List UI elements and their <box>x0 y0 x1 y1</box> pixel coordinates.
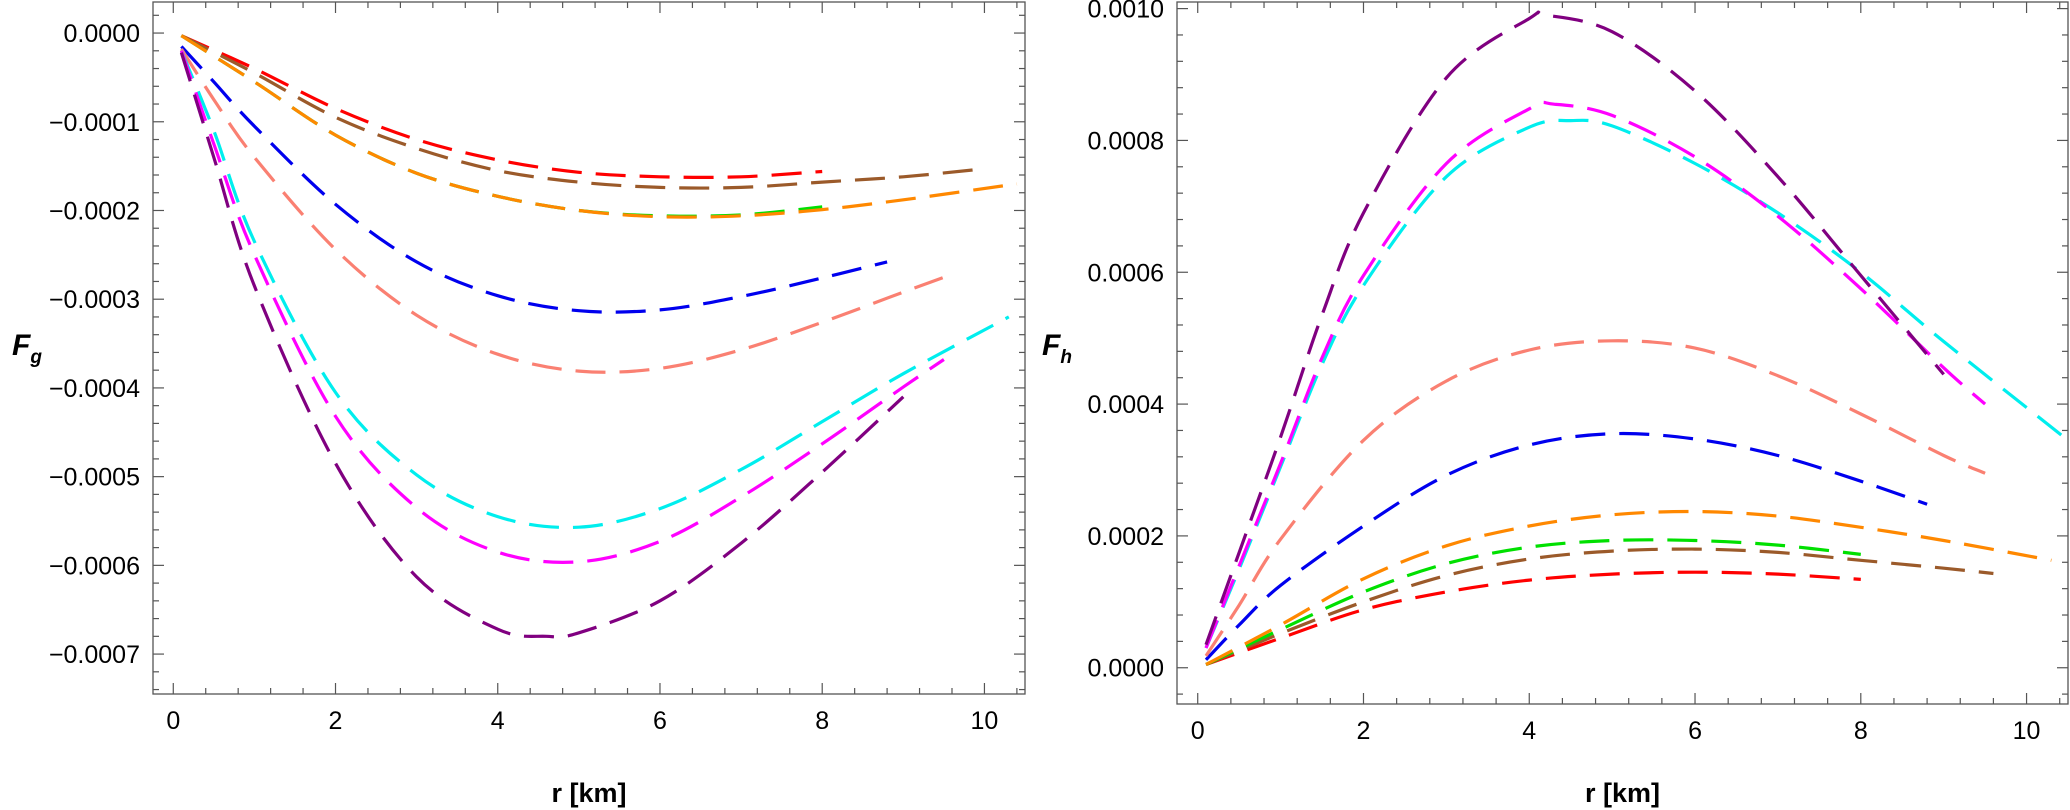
y-tick-label: −0.0006 <box>49 552 140 580</box>
x-tick-label: 10 <box>2013 717 2041 745</box>
y-tick-label: −0.0001 <box>49 109 140 137</box>
y-tick-label: 0.0000 <box>1088 655 1164 683</box>
plot-frame <box>152 1 1026 695</box>
x-axis-title: r [km] <box>551 778 626 808</box>
series-line-1 <box>1205 570 1861 667</box>
x-tick-label: 0 <box>1191 717 1205 745</box>
y-tick-label: −0.0004 <box>49 375 140 403</box>
series-line-9 <box>179 52 905 639</box>
series-line-4 <box>1205 509 2052 666</box>
y-tick-label: −0.0005 <box>49 464 140 492</box>
y-axis-title: Fh <box>1042 329 1072 368</box>
series-line-6 <box>180 48 953 374</box>
x-tick-label: 0 <box>166 707 180 735</box>
y-tick-label: 0.0008 <box>1088 127 1164 155</box>
y-tick-label: 0.0000 <box>64 20 140 48</box>
series-line-7 <box>179 50 1010 530</box>
series-line-8 <box>179 50 945 564</box>
x-tick-label: 2 <box>1357 717 1371 745</box>
chart-panel-2: 0 2 4 6 8 10 0.0000 0.0002 0.0004 0.0006 0.0008 0.0… <box>1042 0 2069 808</box>
x-tick-label: 2 <box>329 707 343 735</box>
series-line-4 <box>180 34 1018 219</box>
x-tick-label: 8 <box>815 707 829 735</box>
series-line-8 <box>1204 100 1987 649</box>
x-tick-label: 4 <box>1522 717 1536 745</box>
y-tick-label: −0.0007 <box>49 641 140 669</box>
chart-panel-1: 0 2 4 6 8 10 0.0000 −0.0001 −0.0002 −0.0003 −0.000… <box>12 1 1026 808</box>
x-axis-title: r [km] <box>1585 778 1660 808</box>
x-tick-label: 10 <box>971 707 999 735</box>
series-line-6 <box>1204 339 1986 657</box>
y-tick-label: −0.0002 <box>49 197 140 225</box>
y-axis-title: Fg <box>12 329 42 368</box>
plot-frame <box>1176 1 2069 705</box>
series-line-1 <box>180 34 823 179</box>
y-tick-label: 0.0010 <box>1088 0 1164 24</box>
x-tick-label: 4 <box>491 707 505 735</box>
x-tick-label: 6 <box>1688 717 1702 745</box>
series-line-9 <box>1204 10 1945 646</box>
y-tick-label: −0.0003 <box>49 286 140 314</box>
series-line-3 <box>1205 538 1861 666</box>
x-tick-label: 6 <box>653 707 667 735</box>
y-tick-label: 0.0002 <box>1088 523 1164 551</box>
series-line-2 <box>180 34 985 190</box>
series-line-5 <box>180 45 888 314</box>
series-line-2 <box>1205 547 1994 666</box>
y-tick-label: 0.0006 <box>1088 259 1164 287</box>
y-tick-label: 0.0004 <box>1088 391 1165 419</box>
series-line-5 <box>1204 431 1928 661</box>
x-tick-label: 8 <box>1854 717 1868 745</box>
